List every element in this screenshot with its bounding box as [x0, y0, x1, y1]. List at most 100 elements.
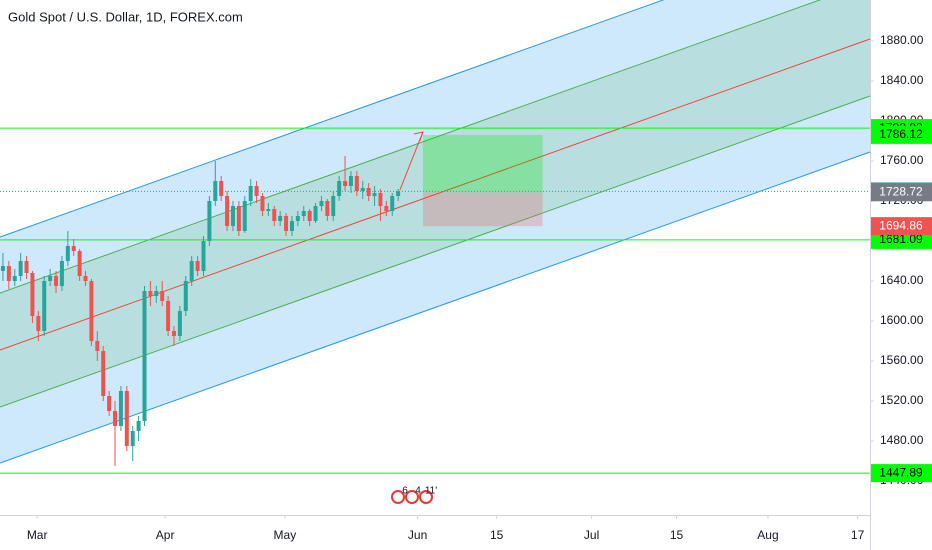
candle-body [337, 181, 342, 196]
price-badge [871, 125, 932, 144]
event-label: 11' [425, 486, 437, 497]
candle-body [248, 186, 253, 201]
candle-body [295, 216, 300, 221]
candle-body [6, 266, 11, 281]
candle-body [83, 276, 88, 281]
candle-body [36, 316, 41, 331]
candle-body [366, 188, 371, 196]
candle-body [0, 266, 5, 271]
candle-body [195, 261, 200, 271]
candle-body [154, 291, 159, 296]
candle-body [124, 391, 129, 446]
y-tick-label: 1520.00 [880, 393, 924, 407]
arrow-head [413, 131, 424, 142]
axes: 1440.001480.001520.001560.001600.001640.… [27, 33, 932, 542]
candle-body [166, 301, 171, 331]
candle-body [360, 188, 365, 191]
candle-body [396, 191, 401, 196]
event-icon [419, 490, 433, 504]
events: 6 4 11' [391, 486, 437, 504]
candle-body [354, 176, 359, 191]
x-tick-label: 15 [490, 528, 504, 542]
channel-band [0, 0, 870, 463]
candle-body [107, 396, 112, 411]
plot-area [0, 0, 871, 474]
candle-body [242, 201, 247, 231]
candle-body [160, 291, 165, 301]
candle-body [136, 421, 141, 431]
candle-body [313, 206, 318, 221]
candle-body [65, 246, 70, 261]
arrow-line [399, 131, 424, 191]
candle-body [172, 331, 176, 336]
event-label: 4 [415, 486, 421, 497]
candle-body [325, 201, 330, 216]
x-tick-label: Jun [408, 528, 427, 542]
candle-body [113, 411, 118, 426]
candle-body [42, 281, 47, 331]
y-tick-label: 1640.00 [880, 273, 924, 287]
candle-body [24, 261, 29, 273]
y-tick-label: 1880.00 [880, 33, 924, 47]
y-tick-label: 1560.00 [880, 353, 924, 367]
candle-body [59, 261, 64, 286]
x-tick-label: Jul [584, 528, 599, 542]
candle-body [378, 193, 383, 206]
candle-body [201, 241, 206, 271]
price-badge [871, 183, 932, 202]
target-zone [422, 134, 543, 193]
candle-body [207, 201, 212, 241]
candle-body [77, 251, 82, 276]
candle-body [18, 261, 23, 276]
candle-body [230, 206, 235, 226]
candle-body [89, 281, 94, 341]
chart-title: Gold Spot / U.S. Dollar, 1D, FOREX.com [8, 9, 243, 24]
y-tick-label: 1480.00 [880, 433, 924, 447]
candle-body [142, 291, 147, 421]
price-badge-label: 1786.12 [879, 127, 923, 141]
candle-body [390, 196, 395, 211]
price-badge [871, 217, 932, 236]
candle-body [289, 221, 294, 231]
candle-body [319, 201, 324, 206]
y-tick-label: 1760.00 [880, 153, 924, 167]
candle-body [148, 291, 153, 296]
candle-body [213, 181, 218, 201]
candle-body [284, 216, 289, 231]
x-tick-label: Mar [27, 528, 48, 542]
stop-zone [422, 192, 543, 227]
candle-body [343, 181, 348, 186]
candle-body [331, 196, 336, 216]
x-tick-label: Aug [757, 528, 778, 542]
candle-body [301, 211, 306, 216]
candle-body [118, 391, 123, 426]
candle-body [266, 209, 271, 211]
price-badge [871, 230, 932, 249]
candle-body [177, 311, 182, 336]
event-icon [391, 490, 405, 504]
candle-body [71, 246, 76, 251]
candle-body [260, 196, 265, 211]
candle-body [130, 431, 135, 446]
price-badge [871, 464, 932, 483]
candle-body [189, 261, 194, 281]
candle-body [278, 216, 283, 221]
candle-body [54, 276, 59, 286]
candle-body [307, 211, 312, 221]
candle-body [372, 193, 377, 196]
price-badge-label: 1447.89 [879, 465, 923, 479]
channel-line [0, 0, 822, 294]
candle-body [225, 196, 230, 226]
price-badge-label: 1728.72 [879, 184, 923, 198]
candle-body [236, 206, 241, 231]
candle-body [384, 206, 389, 211]
y-tick-label: 1600.00 [880, 313, 924, 327]
candle-body [48, 276, 53, 281]
candle-body [101, 351, 106, 396]
candle-body [219, 181, 224, 196]
x-tick-label: 17 [851, 528, 865, 542]
x-tick-label: 15 [670, 528, 684, 542]
channel-line [0, 0, 665, 238]
